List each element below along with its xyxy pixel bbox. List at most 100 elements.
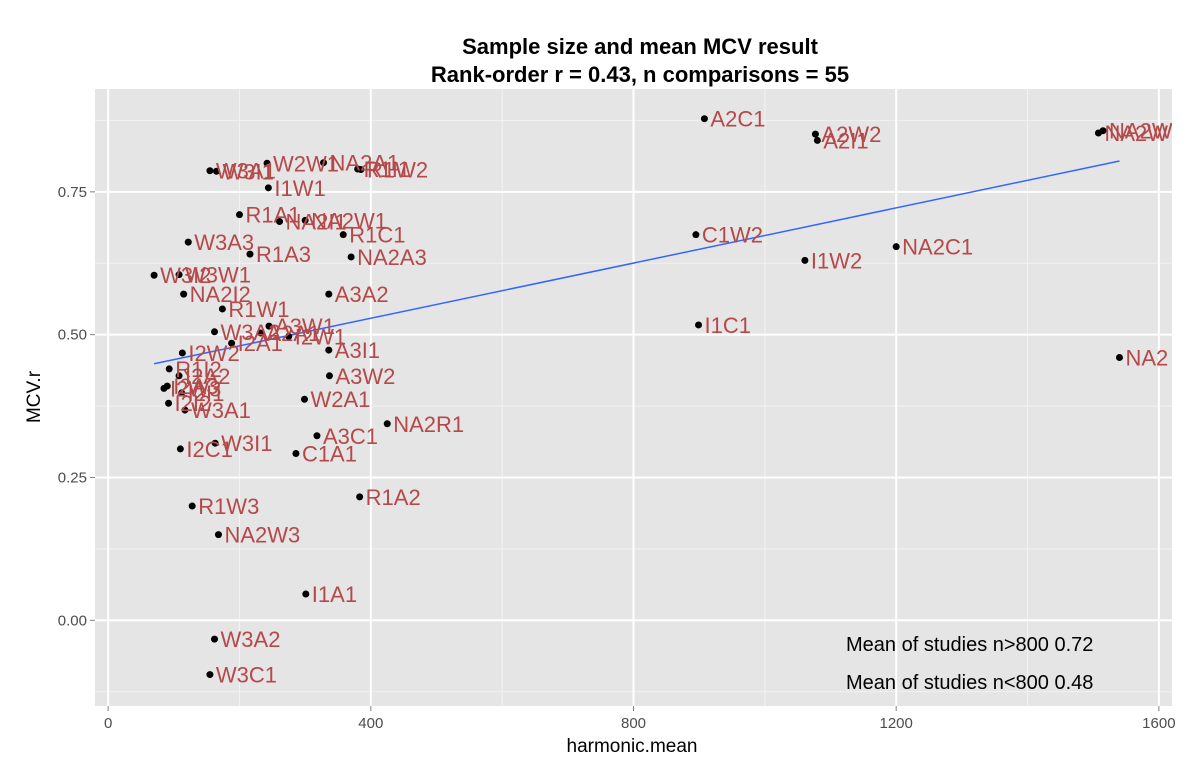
point-label: I2A1 — [238, 331, 283, 356]
point-label: R1I2 — [175, 357, 221, 382]
point-label: R1W1 — [228, 297, 289, 322]
point-label: A3W2 — [335, 364, 395, 389]
point-label: W2W1 — [273, 151, 339, 176]
data-point — [325, 290, 333, 298]
point-label: A2W2 — [821, 122, 881, 147]
data-point — [276, 218, 284, 226]
point-label: I1W1 — [274, 176, 325, 201]
point-label: I2W2 — [188, 341, 239, 366]
point-label: R1W3 — [198, 494, 259, 519]
data-point — [285, 332, 293, 340]
data-point — [301, 216, 309, 224]
data-point — [211, 635, 219, 643]
data-point — [178, 349, 186, 357]
point-label: R1A2 — [366, 485, 421, 510]
y-tick-label: 0.25 — [58, 469, 87, 486]
axis-ticks: 0 400 800 1200 1600 0.00 0.25 0.50 0.75 — [58, 184, 1176, 732]
y-axis-title: MCV.r — [24, 370, 45, 423]
point-label: R1A3 — [256, 242, 311, 267]
x-tick-label: 800 — [621, 715, 646, 732]
point-label: I2C1 — [186, 437, 232, 462]
y-tick-label: 0.50 — [58, 327, 87, 344]
point-label: R1I1 — [364, 157, 410, 182]
data-point — [150, 271, 158, 279]
data-point — [165, 399, 173, 407]
data-point — [700, 115, 708, 123]
data-point — [263, 159, 271, 167]
point-label: W3A1 — [191, 398, 251, 423]
data-point — [175, 372, 183, 380]
data-point — [292, 449, 300, 457]
data-point — [264, 184, 272, 192]
data-point — [302, 590, 310, 598]
data-point — [256, 329, 264, 337]
point-label: NA2W — [1104, 121, 1168, 146]
point-label: I2W1 — [295, 324, 346, 349]
point-label: NA2W3 — [224, 523, 300, 548]
point-label: I2W3 — [170, 376, 221, 401]
data-points — [150, 115, 1123, 679]
point-label: I2I2 — [175, 391, 212, 416]
data-point — [206, 671, 214, 679]
data-point — [165, 365, 173, 373]
point-label: W3A2 — [221, 320, 281, 345]
data-point — [813, 136, 821, 144]
chart-title: Sample size and mean MCV result — [462, 34, 818, 59]
point-label: W3A2 — [221, 627, 281, 652]
data-point — [892, 243, 900, 251]
data-point — [175, 271, 183, 279]
data-point — [1099, 127, 1107, 135]
data-point — [1115, 354, 1123, 362]
point-label: W3C1 — [216, 663, 277, 688]
data-point — [178, 389, 186, 397]
point-label: W3A3 — [194, 230, 254, 255]
data-point — [206, 167, 214, 175]
data-point — [339, 231, 347, 239]
point-label: NA2W1 — [311, 208, 387, 233]
data-point — [325, 372, 333, 380]
data-point — [811, 130, 819, 138]
data-point — [235, 211, 243, 219]
point-label: NA2R1 — [393, 412, 464, 437]
point-label: C1W2 — [702, 223, 763, 248]
data-point — [325, 346, 333, 354]
data-point — [300, 395, 308, 403]
x-tick-label: 400 — [358, 715, 383, 732]
point-label: R1C1 — [349, 223, 405, 248]
point-label: NA2C1 — [902, 235, 973, 260]
point-label: NA2A1 — [330, 151, 400, 176]
point-label: W3I2 — [160, 263, 211, 288]
y-tick-label: 0.75 — [58, 184, 87, 201]
x-tick-label: 0 — [104, 715, 112, 732]
chart-subtitle: Rank-order r = 0.43, n comparisons = 55 — [431, 62, 849, 87]
point-label: A2C1 — [710, 107, 765, 132]
annotation-mean-small: Mean of studies n<800 0.48 — [846, 672, 1093, 694]
data-point — [313, 432, 321, 440]
point-label: A3A2 — [335, 282, 389, 307]
point-label: I2A3 — [173, 374, 218, 399]
point-label: NA2 — [1125, 346, 1168, 371]
x-tick-label: 1200 — [879, 715, 912, 732]
point-label: I2A2 — [185, 364, 230, 389]
point-label: W3A1 — [216, 159, 276, 184]
data-point — [246, 250, 254, 258]
point-label: C1A1 — [302, 441, 357, 466]
point-label: W3W1 — [185, 263, 251, 288]
trend-line-group — [153, 160, 1120, 365]
data-point — [695, 321, 703, 329]
point-label: NA2A3 — [357, 245, 427, 270]
data-point — [184, 238, 192, 246]
data-point — [218, 305, 226, 313]
y-tick-label: 0.00 — [58, 612, 87, 629]
point-label: I1C1 — [705, 313, 751, 338]
point-label: A2A1 — [266, 321, 320, 346]
point-label: R1A1 — [245, 203, 300, 228]
data-point — [265, 322, 273, 330]
point-label: W3I1 — [222, 159, 273, 184]
data-point — [357, 166, 365, 174]
data-point — [356, 493, 364, 501]
point-label: W2A1 — [310, 387, 370, 412]
trend-line — [153, 160, 1120, 365]
point-label: NA2W — [1109, 119, 1173, 144]
